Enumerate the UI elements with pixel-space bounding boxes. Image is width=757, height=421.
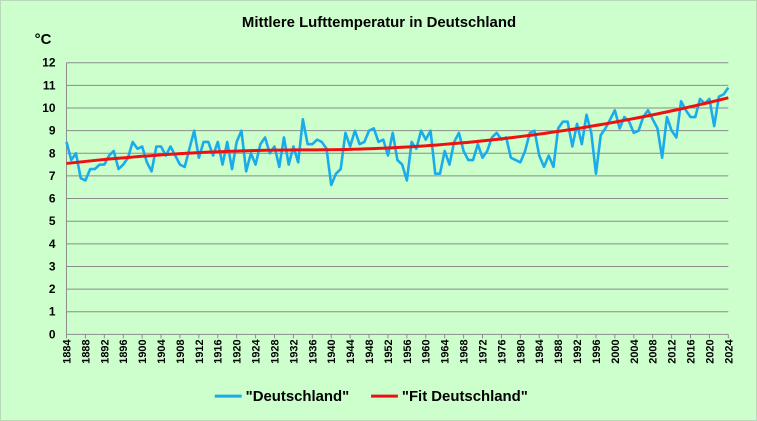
- x-tick-label: 1924: [251, 338, 263, 363]
- series-lines: [65, 86, 730, 187]
- y-tick-label: 11: [43, 78, 56, 92]
- legend: "Deutschland" "Fit Deutschland": [214, 388, 528, 405]
- x-tick-label: 1972: [477, 339, 489, 363]
- x-tick-label: 1916: [213, 339, 225, 363]
- y-tick-label: 5: [49, 214, 56, 228]
- x-tick-label: 1996: [591, 339, 603, 363]
- x-tick-label: 1912: [194, 339, 206, 363]
- x-tick-label: 1888: [80, 339, 92, 363]
- x-tick-label: 1928: [269, 339, 281, 363]
- x-tick-label: 2008: [648, 339, 660, 363]
- x-tick-label: 1908: [175, 339, 187, 363]
- x-tick-label: 1940: [326, 339, 338, 363]
- x-tick-label: 2020: [704, 339, 716, 363]
- y-tick-label: 1: [49, 305, 56, 319]
- x-tick-label: 1968: [459, 339, 471, 363]
- y-tick-label: 12: [42, 56, 56, 70]
- y-tick-label: 8: [49, 146, 56, 160]
- x-tick-label: 1904: [156, 338, 168, 363]
- y-tick-label: 0: [49, 327, 56, 341]
- y-tick-label: 10: [42, 101, 56, 115]
- x-tick-label: 1960: [421, 339, 433, 363]
- x-tick-label: 1988: [553, 339, 565, 363]
- x-tick-label: 2016: [685, 339, 697, 363]
- legend-item-deutschland-label: "Deutschland": [246, 388, 350, 405]
- x-tick-label: 2004: [629, 338, 641, 363]
- x-tick-label: 1952: [383, 339, 395, 363]
- y-tick-label: 2: [49, 282, 56, 296]
- x-tick-label: 1944: [345, 338, 357, 363]
- x-tick-label: 1896: [118, 339, 130, 363]
- legend-item-fit-deutschland-label: "Fit Deutschland": [402, 388, 528, 405]
- x-tick-label: 1980: [515, 339, 527, 363]
- x-tick-labels: 1884 1888 1892 1896 1900 1904 1908 1912 1916 1920…: [61, 338, 735, 363]
- x-tick-label: 1948: [364, 339, 376, 363]
- y-tick-label: 4: [49, 237, 56, 251]
- x-tick-label: 1892: [99, 339, 111, 363]
- y-tick-label: 7: [49, 169, 56, 183]
- x-tick-label: 1992: [572, 339, 584, 363]
- y-tick-label: 6: [49, 192, 56, 206]
- x-tick-label: 2012: [667, 339, 679, 363]
- series-deutschland-line: [65, 86, 730, 187]
- chart-title: Mittlere Lufttemperatur in Deutschland: [242, 14, 516, 31]
- y-axis-unit: °C: [35, 31, 52, 48]
- x-tick-label: 1964: [440, 338, 452, 363]
- gridlines: [65, 62, 729, 339]
- x-tick-label: 2000: [610, 339, 622, 363]
- y-tick-label: 9: [49, 124, 56, 138]
- series-fit-deutschland-line: [66, 96, 729, 165]
- x-tick-label: 1900: [137, 339, 149, 363]
- x-tick-label: 1932: [288, 339, 300, 363]
- x-tick-label: 1936: [307, 339, 319, 363]
- y-tick-label: 3: [49, 259, 56, 273]
- x-tick-label: 1984: [534, 338, 546, 363]
- x-tick-label: 1884: [61, 338, 73, 363]
- x-tick-label: 1976: [496, 339, 508, 363]
- x-tick-label: 1920: [232, 339, 244, 363]
- x-tick-label: 1956: [402, 339, 414, 363]
- x-tick-label: 2024: [723, 338, 735, 363]
